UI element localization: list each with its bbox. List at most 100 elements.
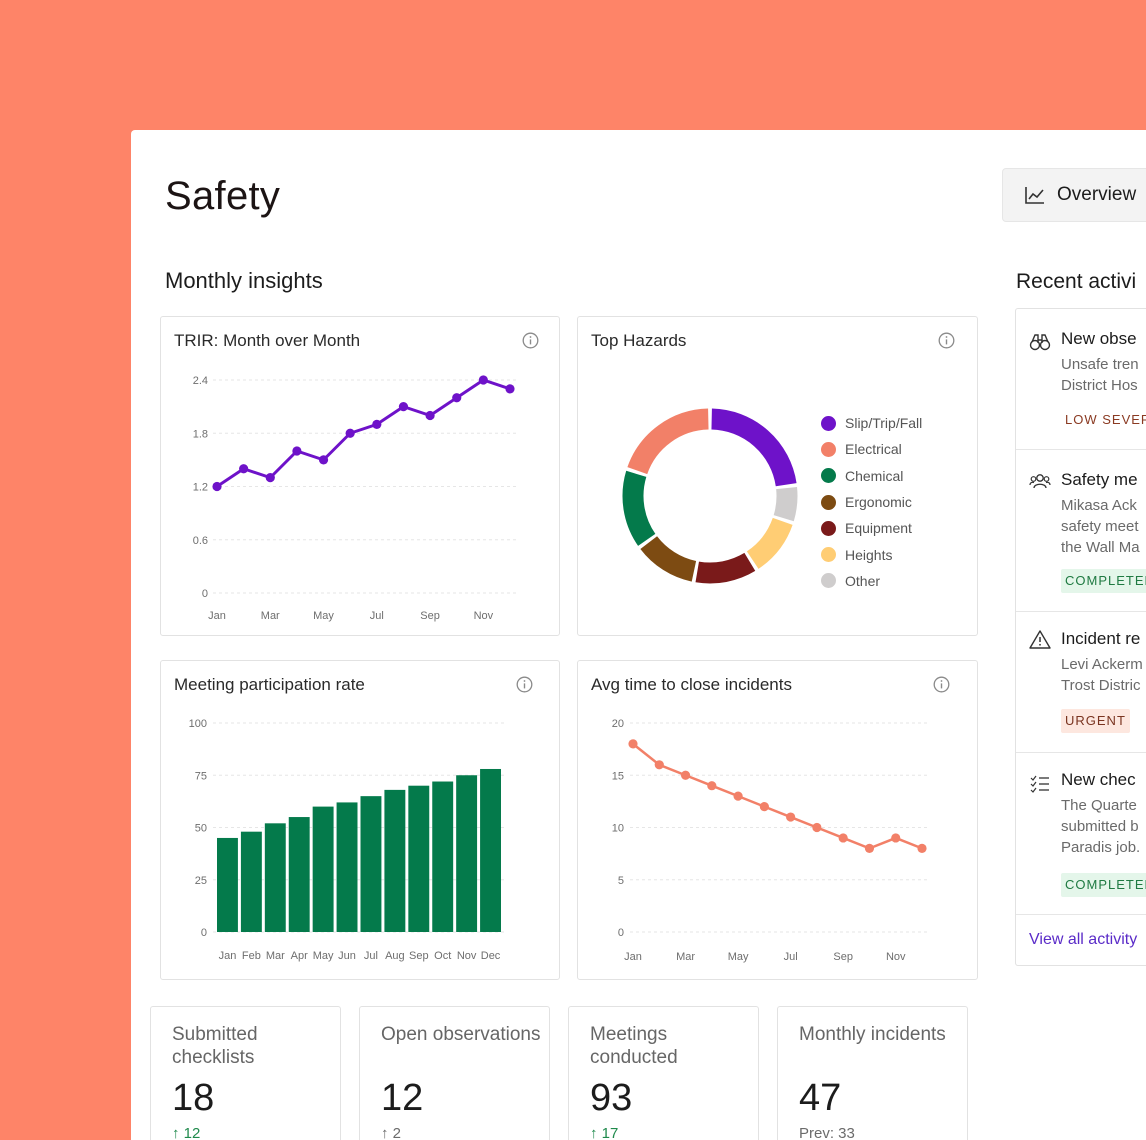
x-tick-label: Dec bbox=[481, 950, 501, 962]
info-icon[interactable] bbox=[522, 332, 539, 349]
view-all-activity-link[interactable]: View all activity bbox=[1029, 931, 1138, 948]
card-title: Meeting participation rate bbox=[174, 675, 365, 694]
info-icon[interactable] bbox=[516, 676, 533, 693]
stat-value: 18 bbox=[172, 1077, 215, 1119]
x-tick-label: Nov bbox=[474, 610, 494, 622]
activity-item[interactable]: New obse Unsafe tren District Hos LOW SE… bbox=[1016, 309, 1146, 450]
activity-item[interactable]: Safety me Mikasa Ack safety meet the Wal… bbox=[1016, 450, 1146, 612]
data-point bbox=[292, 446, 302, 456]
donut-slice bbox=[695, 552, 756, 584]
activity-item[interactable]: Incident re Levi Ackerm Trost Distric UR… bbox=[1016, 612, 1146, 753]
activity-title: New obse bbox=[1061, 329, 1137, 348]
legend-label: Equipment bbox=[845, 520, 912, 537]
series-line bbox=[632, 742, 923, 850]
legend-item: Ergonomic bbox=[821, 489, 922, 515]
bar bbox=[360, 796, 382, 932]
bar bbox=[480, 768, 501, 932]
stat-open-observations[interactable]: Open observations 12 ↑ 2 bbox=[359, 1006, 550, 1140]
checklist-icon bbox=[1030, 775, 1049, 793]
data-point bbox=[505, 384, 515, 394]
stat-submitted-checklists[interactable]: Submitted checklists 18 ↑ 12 bbox=[150, 1006, 341, 1140]
stat-meetings-conducted[interactable]: Meetings conducted 93 ↑ 17 bbox=[568, 1006, 759, 1140]
legend-swatch bbox=[821, 547, 836, 563]
data-point bbox=[812, 822, 822, 833]
overview-button[interactable]: Overview bbox=[1002, 168, 1146, 222]
legend-label: Chemical bbox=[845, 467, 904, 484]
activity-item[interactable]: New chec The Quarte submitted b Paradis … bbox=[1016, 753, 1146, 915]
donut-slice bbox=[627, 408, 709, 475]
x-tick-label: Nov bbox=[886, 951, 906, 963]
data-point bbox=[628, 739, 638, 749]
bar bbox=[384, 789, 406, 932]
x-tick-label: Apr bbox=[291, 950, 308, 962]
y-tick-label: 15 bbox=[612, 770, 624, 782]
donut-slice bbox=[622, 470, 656, 546]
x-tick-label: May bbox=[728, 951, 749, 963]
bar bbox=[264, 823, 286, 932]
x-tick-label: Jun bbox=[338, 950, 356, 962]
y-tick-label: 1.8 bbox=[193, 428, 208, 440]
x-tick-label: Jul bbox=[784, 951, 798, 963]
y-tick-label: 1.2 bbox=[193, 482, 208, 494]
x-tick-label: Feb bbox=[242, 950, 261, 962]
x-tick-label: May bbox=[313, 950, 334, 962]
data-point bbox=[759, 802, 769, 812]
recent-activity-card: New obse Unsafe tren District Hos LOW SE… bbox=[1015, 308, 1146, 966]
donut-slice bbox=[640, 535, 697, 582]
legend-label: Slip/Trip/Fall bbox=[845, 415, 923, 432]
x-tick-label: Jul bbox=[364, 950, 378, 962]
data-point bbox=[318, 455, 329, 465]
activity-desc: Levi Ackerm Trost Distric bbox=[1061, 656, 1143, 694]
stat-delta: ↑ 2 bbox=[381, 1125, 402, 1140]
x-tick-label: Aug bbox=[385, 950, 405, 962]
legend-swatch bbox=[821, 573, 836, 589]
data-point bbox=[733, 791, 743, 801]
meeting-bar-chart: 0 25 50 75 100 Jan Feb Mar Apr May Jun Jul Aug Sep Oct… bbox=[189, 718, 506, 962]
data-point bbox=[891, 833, 901, 843]
activity-title: Safety me bbox=[1061, 470, 1138, 489]
status-badge: COMPLETED bbox=[1061, 569, 1146, 593]
status-badge: URGENT bbox=[1061, 709, 1130, 733]
data-point bbox=[372, 419, 382, 429]
activity-desc: Unsafe tren District Hos bbox=[1061, 356, 1139, 394]
recent-activity-title: Recent activi bbox=[1016, 270, 1137, 293]
hazards-donut-chart bbox=[622, 408, 798, 584]
stat-label: Monthly incidents bbox=[799, 1024, 946, 1045]
legend-swatch bbox=[821, 494, 836, 510]
stat-monthly-incidents[interactable]: Monthly incidents 47 Prev: 33 bbox=[777, 1006, 968, 1140]
bar bbox=[217, 837, 238, 932]
legend-item: Heights bbox=[821, 541, 922, 567]
x-tick-label: Nov bbox=[457, 950, 477, 962]
overview-label: Overview bbox=[1057, 184, 1137, 205]
page-title: Safety bbox=[165, 174, 281, 218]
meeting-participation-card: Meeting participation rate 0 25 50 75 100 Jan… bbox=[160, 660, 560, 980]
data-point bbox=[864, 843, 875, 853]
legend-label: Ergonomic bbox=[845, 494, 912, 511]
donut-slice bbox=[746, 517, 793, 569]
legend-swatch bbox=[821, 415, 836, 431]
safety-panel: Safety Overview Monthly insights Recent … bbox=[131, 130, 1146, 1140]
legend-label: Heights bbox=[845, 546, 893, 563]
legend-item: Other bbox=[821, 568, 922, 594]
data-point bbox=[478, 375, 488, 385]
y-tick-label: 0 bbox=[201, 927, 207, 939]
info-icon[interactable] bbox=[933, 676, 950, 693]
data-point bbox=[680, 770, 691, 780]
x-tick-label: Jan bbox=[219, 950, 237, 962]
binoculars-icon bbox=[1029, 334, 1051, 351]
stat-label: Meetings conducted bbox=[590, 1024, 678, 1068]
x-tick-label: Sep bbox=[420, 610, 440, 622]
card-title: TRIR: Month over Month bbox=[174, 331, 361, 350]
bar bbox=[288, 817, 310, 932]
trir-card: TRIR: Month over Month 0 0.6 1.2 1.8 2.4 Jan M… bbox=[160, 316, 560, 636]
x-tick-label: Jul bbox=[370, 610, 384, 622]
legend-item: Electrical bbox=[821, 436, 922, 462]
y-tick-label: 10 bbox=[612, 823, 624, 835]
data-point bbox=[212, 481, 222, 492]
y-tick-label: 5 bbox=[618, 875, 624, 887]
card-title: Avg time to close incidents bbox=[591, 675, 792, 694]
activity-title: New chec bbox=[1061, 770, 1136, 789]
info-icon[interactable] bbox=[938, 332, 955, 349]
y-tick-label: 100 bbox=[189, 718, 207, 730]
data-point bbox=[452, 393, 462, 403]
